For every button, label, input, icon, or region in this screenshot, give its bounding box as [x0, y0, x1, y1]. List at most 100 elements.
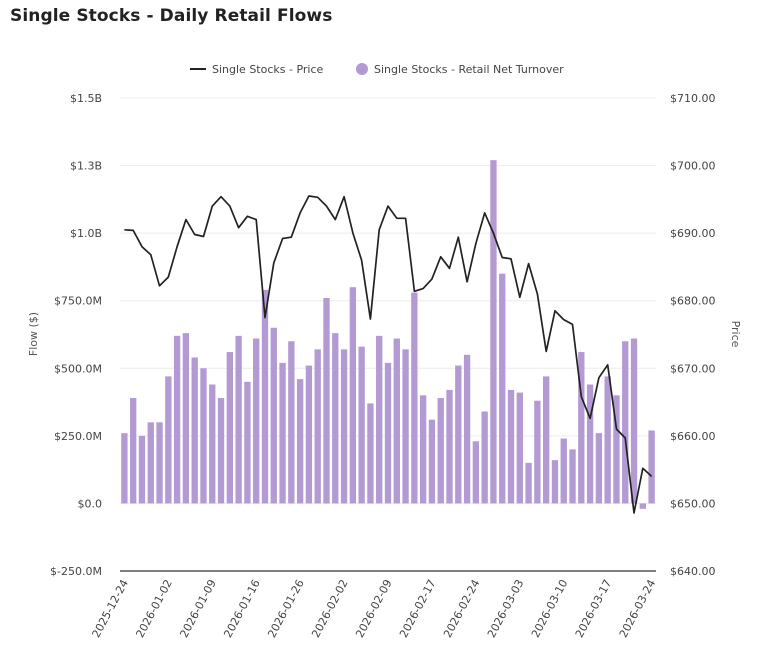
x-tick-label: 2026-02-24	[441, 577, 482, 640]
bar	[551, 460, 559, 504]
y-left-axis-title: Flow ($)	[27, 312, 40, 356]
bar	[332, 333, 339, 504]
bar	[384, 362, 392, 504]
line-series	[124, 195, 653, 514]
bar	[507, 389, 515, 504]
y-left-tick-label: $250.0M	[54, 430, 102, 443]
x-axis: 2025-12-24 2026-01-02 2026-01-09 2026-01-16…	[90, 577, 659, 640]
bar	[463, 354, 471, 504]
y-right-tick-label: $670.00	[670, 362, 716, 375]
bar	[516, 392, 523, 504]
bar	[534, 400, 541, 504]
bar	[173, 335, 181, 504]
bar	[200, 368, 207, 504]
y-right-tick-label: $700.00	[670, 160, 716, 173]
price-line	[124, 195, 653, 514]
y-left-tick-label: $0.0	[78, 497, 103, 510]
x-tick-label: 2026-03-10	[529, 577, 570, 640]
bar	[138, 435, 146, 504]
left-axis: $-250.0M $0.0 $250.0M $500.0M $750.0M $1.0B $1…	[27, 92, 102, 578]
bar	[121, 433, 128, 504]
bar	[305, 365, 313, 504]
bar	[499, 273, 506, 504]
bar	[595, 433, 603, 504]
bar	[165, 376, 172, 504]
y-left-tick-label: $-250.0M	[50, 565, 102, 578]
bar	[270, 327, 277, 504]
bar	[323, 298, 330, 504]
bar	[622, 341, 629, 504]
bar	[455, 365, 462, 504]
x-tick-label: 2026-02-17	[397, 577, 438, 640]
bar	[314, 349, 321, 504]
bar	[235, 335, 242, 504]
y-left-tick-label: $500.0M	[54, 362, 102, 375]
bar	[586, 384, 594, 504]
y-left-tick-label: $1.5B	[70, 92, 102, 105]
bar	[428, 419, 436, 504]
bar	[209, 384, 216, 504]
x-tick-label: 2026-01-16	[221, 577, 262, 640]
bar	[639, 503, 646, 509]
x-tick-label: 2026-03-24	[617, 577, 658, 640]
bar	[191, 357, 198, 504]
bar-series	[121, 160, 655, 509]
legend-line-label: Single Stocks - Price	[212, 63, 324, 76]
bar	[630, 338, 638, 504]
legend-bar-swatch	[356, 63, 368, 75]
y-right-tick-label: $660.00	[670, 430, 716, 443]
bar	[481, 411, 488, 504]
x-tick-label: 2026-02-09	[353, 577, 394, 640]
bar	[446, 389, 453, 504]
y-left-tick-label: $1.3B	[70, 160, 102, 173]
bar	[279, 362, 286, 504]
bar	[261, 289, 269, 504]
bar	[402, 349, 409, 504]
bar	[604, 376, 611, 504]
x-tick-label: 2026-03-03	[485, 577, 526, 640]
bar	[226, 352, 233, 504]
bar	[613, 395, 620, 504]
bar	[367, 403, 374, 504]
x-tick-label: 2026-01-02	[133, 577, 174, 640]
bar	[288, 341, 295, 504]
bar	[244, 381, 251, 504]
bar	[560, 438, 567, 504]
bar	[130, 398, 137, 504]
bar	[376, 335, 383, 504]
bar	[156, 422, 163, 504]
x-tick-label: 2026-01-26	[265, 577, 306, 640]
bar	[490, 160, 497, 504]
y-left-tick-label: $1.0B	[70, 227, 102, 240]
bar	[393, 338, 400, 504]
bar	[472, 441, 480, 504]
legend-bar-label: Single Stocks - Retail Net Turnover	[374, 63, 564, 76]
bar	[349, 287, 357, 504]
x-tick-label: 2026-01-09	[177, 577, 218, 640]
bar	[648, 430, 655, 504]
y-right-axis-title: Price	[729, 321, 742, 348]
bar	[543, 376, 550, 504]
bar	[182, 333, 190, 504]
bar	[147, 422, 154, 504]
legend: Single Stocks - Price Single Stocks - Ret…	[190, 63, 564, 76]
chart-title: Single Stocks - Daily Retail Flows	[10, 6, 333, 26]
bar	[217, 398, 225, 504]
y-right-tick-label: $710.00	[670, 92, 716, 105]
right-axis: $640.00 $650.00 $660.00 $670.00 $680.00 $690.…	[670, 92, 742, 578]
x-tick-label: 2026-03-17	[573, 577, 614, 640]
x-tick-label: 2025-12-24	[90, 577, 131, 640]
bar	[437, 398, 444, 504]
bar	[296, 379, 304, 504]
y-right-tick-label: $680.00	[670, 295, 716, 308]
bar	[419, 395, 427, 504]
bar	[578, 352, 585, 504]
bar	[525, 462, 532, 504]
y-right-tick-label: $650.00	[670, 497, 716, 510]
bar	[253, 338, 260, 504]
bar	[569, 449, 576, 504]
bar	[358, 346, 365, 504]
y-right-tick-label: $640.00	[670, 565, 716, 578]
y-left-tick-label: $750.0M	[54, 295, 102, 308]
